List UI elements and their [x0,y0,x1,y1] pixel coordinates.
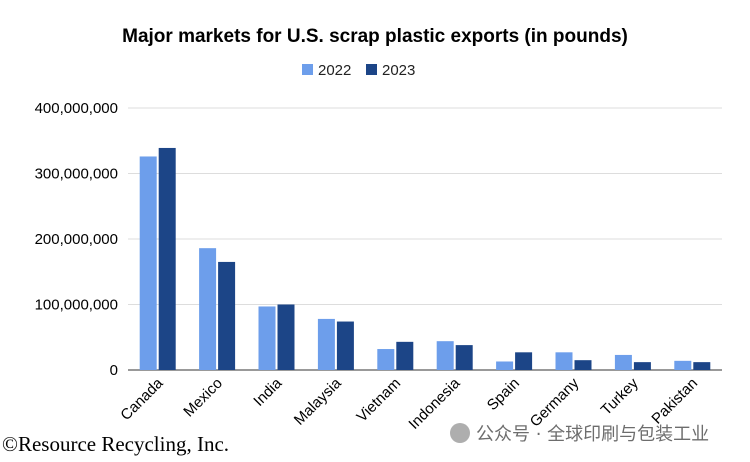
bar-2023-malaysia [336,321,354,370]
bar-2023-spain [515,352,533,370]
x-tick-label: Canada [117,374,167,424]
bar-2023-turkey [633,362,651,370]
x-tick-label: India [250,374,285,409]
bar-2022-india [258,306,276,370]
x-tick-label: Spain [484,375,523,414]
bars [139,147,711,370]
bar-2023-mexico [218,261,236,370]
y-tick-label: 100,000,000 [35,297,118,314]
x-tick-label: Turkey [598,374,642,418]
bar-2023-pakistan [693,362,711,370]
watermark: 公众号 · 全球印刷与包装工业 [450,420,709,446]
bar-2022-canada [139,156,157,370]
bar-2022-pakistan [674,360,692,370]
wechat-icon [450,423,470,443]
bar-2023-vietnam [396,341,414,370]
x-tick-label: Vietnam [353,375,404,426]
x-tick-label: Malaysia [291,374,345,428]
y-tick-label: 300,000,000 [35,166,118,183]
legend-swatch-2022 [302,64,313,75]
credit-text: ©Resource Recycling, Inc. [2,432,230,456]
legend-swatch-2023 [366,64,377,75]
y-axis-ticks: 0 100,000,000 200,000,000 300,000,000 400,00… [35,100,118,379]
bar-2022-mexico [199,248,217,370]
y-tick-label: 400,000,000 [35,100,118,117]
bar-2022-malaysia [317,318,335,370]
bar-2023-germany [574,360,592,370]
watermark-text: 公众号 · 全球印刷与包装工业 [476,424,710,445]
bar-2022-indonesia [436,341,454,370]
bar-2022-vietnam [377,349,395,370]
bar-2022-germany [555,352,573,370]
x-tick-label: Mexico [180,375,226,421]
legend-label-2022: 2022 [318,62,351,79]
y-tick-label: 200,000,000 [35,231,118,248]
y-tick-label: 0 [110,362,118,379]
chart-legend: 2022 2023 [302,62,415,79]
bar-2023-canada [158,147,176,370]
bar-2022-turkey [614,354,632,370]
chart-title: Major markets for U.S. scrap plastic exp… [122,26,628,47]
bar-2022-spain [496,361,514,370]
gridlines [128,107,722,371]
bar-2023-india [277,304,295,370]
legend-label-2023: 2023 [382,62,415,79]
bar-2023-indonesia [455,345,473,370]
